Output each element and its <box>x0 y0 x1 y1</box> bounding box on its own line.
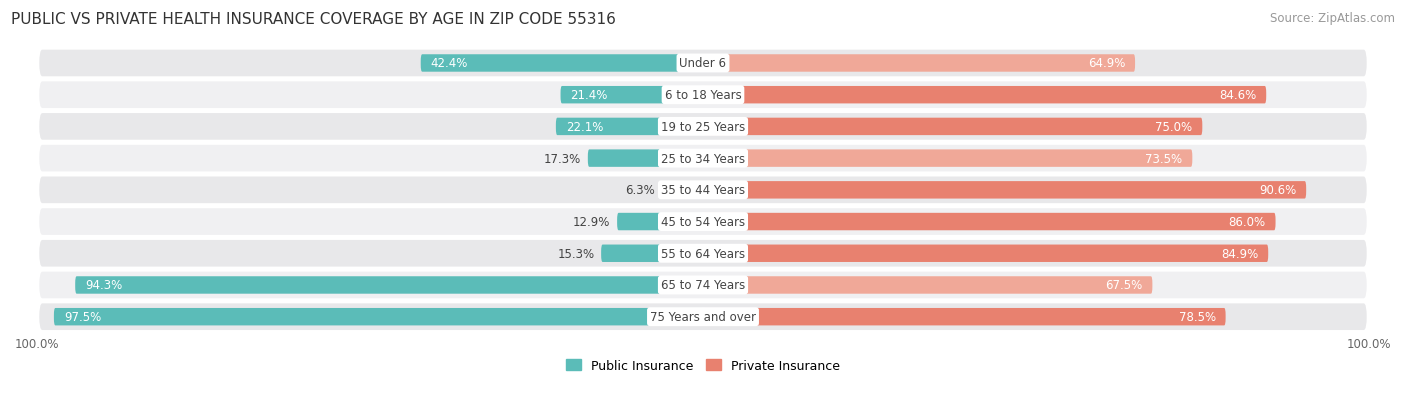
FancyBboxPatch shape <box>703 245 1268 262</box>
FancyBboxPatch shape <box>39 114 1367 140</box>
FancyBboxPatch shape <box>39 82 1367 109</box>
FancyBboxPatch shape <box>703 213 1275 231</box>
Text: 45 to 54 Years: 45 to 54 Years <box>661 216 745 228</box>
FancyBboxPatch shape <box>561 87 703 104</box>
FancyBboxPatch shape <box>617 213 703 231</box>
FancyBboxPatch shape <box>703 182 1306 199</box>
FancyBboxPatch shape <box>703 119 1202 136</box>
Text: 73.5%: 73.5% <box>1146 152 1182 165</box>
Text: 84.9%: 84.9% <box>1220 247 1258 260</box>
Text: 64.9%: 64.9% <box>1088 57 1125 70</box>
FancyBboxPatch shape <box>588 150 703 167</box>
FancyBboxPatch shape <box>39 177 1367 204</box>
Text: 25 to 34 Years: 25 to 34 Years <box>661 152 745 165</box>
FancyBboxPatch shape <box>39 304 1367 330</box>
Text: 84.6%: 84.6% <box>1219 89 1256 102</box>
Text: 21.4%: 21.4% <box>571 89 607 102</box>
Text: 75 Years and over: 75 Years and over <box>650 311 756 323</box>
FancyBboxPatch shape <box>703 150 1192 167</box>
FancyBboxPatch shape <box>661 182 703 199</box>
FancyBboxPatch shape <box>39 209 1367 235</box>
FancyBboxPatch shape <box>703 87 1267 104</box>
FancyBboxPatch shape <box>703 277 1153 294</box>
Text: 75.0%: 75.0% <box>1156 121 1192 133</box>
Text: 12.9%: 12.9% <box>574 216 610 228</box>
Text: 6.3%: 6.3% <box>624 184 654 197</box>
FancyBboxPatch shape <box>602 245 703 262</box>
FancyBboxPatch shape <box>703 55 1135 73</box>
Text: 78.5%: 78.5% <box>1178 311 1216 323</box>
Text: 90.6%: 90.6% <box>1258 184 1296 197</box>
FancyBboxPatch shape <box>39 240 1367 267</box>
Text: 42.4%: 42.4% <box>430 57 468 70</box>
FancyBboxPatch shape <box>420 55 703 73</box>
FancyBboxPatch shape <box>39 145 1367 172</box>
Text: 55 to 64 Years: 55 to 64 Years <box>661 247 745 260</box>
Text: 86.0%: 86.0% <box>1229 216 1265 228</box>
Text: Under 6: Under 6 <box>679 57 727 70</box>
Text: 94.3%: 94.3% <box>86 279 122 292</box>
FancyBboxPatch shape <box>39 50 1367 77</box>
Text: 17.3%: 17.3% <box>544 152 581 165</box>
Text: 6 to 18 Years: 6 to 18 Years <box>665 89 741 102</box>
Text: Source: ZipAtlas.com: Source: ZipAtlas.com <box>1270 12 1395 25</box>
FancyBboxPatch shape <box>555 119 703 136</box>
Text: 19 to 25 Years: 19 to 25 Years <box>661 121 745 133</box>
Text: PUBLIC VS PRIVATE HEALTH INSURANCE COVERAGE BY AGE IN ZIP CODE 55316: PUBLIC VS PRIVATE HEALTH INSURANCE COVER… <box>11 12 616 27</box>
FancyBboxPatch shape <box>53 308 703 325</box>
Text: 65 to 74 Years: 65 to 74 Years <box>661 279 745 292</box>
FancyBboxPatch shape <box>703 308 1226 325</box>
FancyBboxPatch shape <box>39 272 1367 299</box>
Legend: Public Insurance, Private Insurance: Public Insurance, Private Insurance <box>567 359 839 372</box>
Text: 22.1%: 22.1% <box>565 121 603 133</box>
Text: 67.5%: 67.5% <box>1105 279 1143 292</box>
Text: 15.3%: 15.3% <box>557 247 595 260</box>
Text: 35 to 44 Years: 35 to 44 Years <box>661 184 745 197</box>
FancyBboxPatch shape <box>75 277 703 294</box>
Text: 97.5%: 97.5% <box>63 311 101 323</box>
